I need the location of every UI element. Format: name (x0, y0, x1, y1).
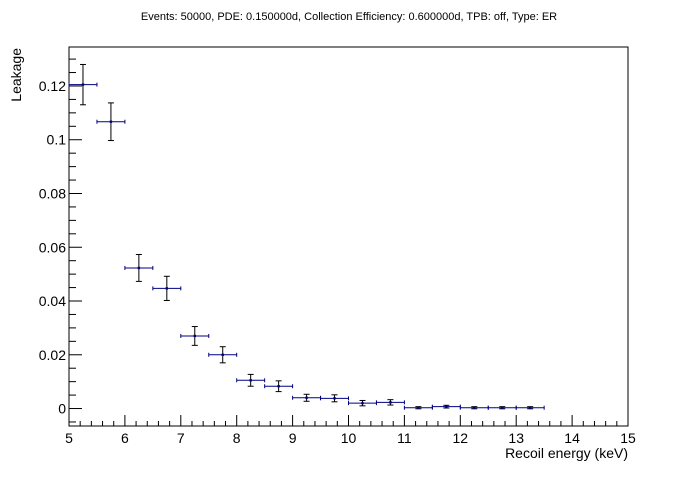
y-tick-label: 0 (58, 401, 66, 417)
y-axis-label: Leakage (8, 48, 24, 102)
x-tick-label: 8 (233, 430, 241, 446)
data-point (292, 393, 322, 402)
point-marker (473, 406, 476, 409)
x-tick-label: 10 (341, 430, 357, 446)
point-marker (389, 401, 392, 404)
point-marker (417, 406, 420, 409)
point-marker (221, 353, 224, 356)
x-tick-label: 6 (121, 430, 129, 446)
y-tick-label: 0.02 (39, 347, 66, 363)
x-tick-label: 11 (397, 430, 412, 446)
data-point (208, 346, 238, 364)
point-marker (333, 397, 336, 400)
point-marker (81, 83, 85, 86)
data-points (68, 63, 545, 410)
point-marker (193, 334, 196, 338)
y-tick-label: 0.1 (47, 132, 67, 148)
x-tick-label: 5 (65, 430, 73, 446)
point-marker (361, 401, 364, 405)
point-marker (165, 287, 169, 290)
data-point (320, 394, 349, 403)
plot-axes: 5 6 7 8 9 10 11 12 13 14 15 0 0.02 0.04 0.06 0.08 0.1 0.1… (39, 46, 636, 446)
data-point (96, 102, 126, 142)
data-point (375, 399, 405, 406)
data-point (403, 405, 433, 410)
y-tick-label: 0.12 (39, 78, 66, 94)
point-marker (501, 406, 504, 409)
point-marker (528, 406, 532, 409)
point-marker (277, 385, 280, 388)
data-point (180, 326, 210, 346)
x-tick-label: 9 (289, 430, 297, 446)
point-marker (137, 266, 141, 270)
x-tick-label: 15 (620, 430, 636, 446)
data-point (152, 275, 182, 301)
data-point (236, 373, 266, 387)
data-point (124, 254, 154, 282)
x-tick-label: 12 (453, 430, 469, 446)
data-point (348, 399, 377, 407)
chart-title: Events: 50000, PDE: 0.150000d, Collectio… (141, 11, 557, 23)
data-point (459, 405, 489, 410)
point-marker (249, 379, 252, 382)
x-tick-label: 14 (564, 430, 580, 446)
x-tick-label: 13 (508, 430, 524, 446)
data-point (68, 63, 98, 106)
x-tick-label: 7 (177, 430, 185, 446)
data-point (515, 405, 545, 410)
y-tick-label: 0.04 (39, 293, 66, 309)
point-marker (305, 396, 308, 399)
data-point (487, 405, 517, 410)
y-tick-label: 0.06 (39, 239, 66, 255)
data-point (264, 380, 294, 393)
y-tick-label: 0.08 (39, 185, 66, 201)
x-axis-label: Recoil energy (keV) (505, 445, 628, 461)
plot-frame (68, 46, 629, 427)
point-marker (445, 405, 448, 408)
data-point (431, 404, 461, 409)
point-marker (109, 120, 113, 123)
